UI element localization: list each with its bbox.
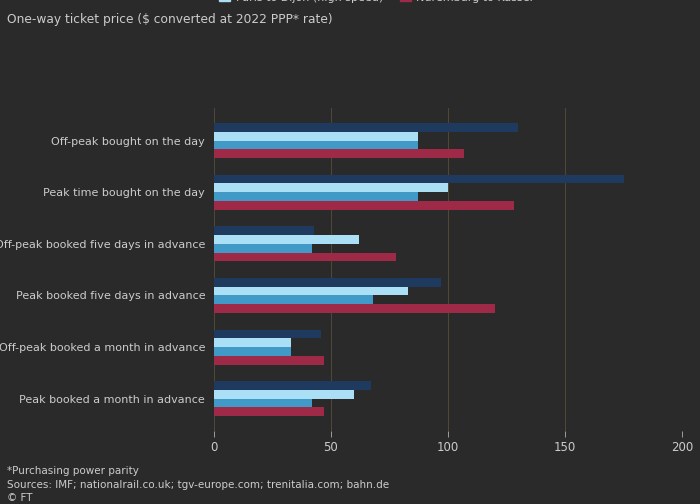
Bar <box>214 338 291 347</box>
Bar <box>214 347 291 356</box>
Bar <box>214 201 514 210</box>
Text: Sources: IMF; nationalrail.co.uk; tgv-europe.com; trenitalia.com; bahn.de: Sources: IMF; nationalrail.co.uk; tgv-eu… <box>7 480 389 490</box>
Bar <box>214 399 312 407</box>
Text: One-way ticket price ($ converted at 2022 PPP* rate): One-way ticket price ($ converted at 202… <box>7 13 332 26</box>
Bar <box>214 295 373 304</box>
Bar <box>214 192 417 201</box>
Bar <box>214 381 370 390</box>
Bar <box>214 141 417 149</box>
Bar <box>214 175 624 183</box>
Bar <box>214 304 495 313</box>
Bar <box>214 235 359 244</box>
Bar <box>214 132 417 141</box>
Bar <box>214 390 354 399</box>
Bar <box>214 226 314 235</box>
Bar <box>214 244 312 253</box>
Bar <box>214 330 321 338</box>
Bar <box>214 407 323 416</box>
Bar <box>214 253 396 262</box>
Bar <box>214 287 408 295</box>
Legend: London to Sheffield, Paris to Dijon (high speed), Rome to Florence (high speed),: London to Sheffield, Paris to Dijon (hig… <box>219 0 588 3</box>
Bar <box>214 356 323 364</box>
Bar <box>214 123 518 132</box>
Bar <box>214 278 441 287</box>
Bar <box>214 149 464 158</box>
Text: *Purchasing power parity: *Purchasing power parity <box>7 466 139 476</box>
Text: © FT: © FT <box>7 493 32 503</box>
Bar <box>214 183 448 192</box>
